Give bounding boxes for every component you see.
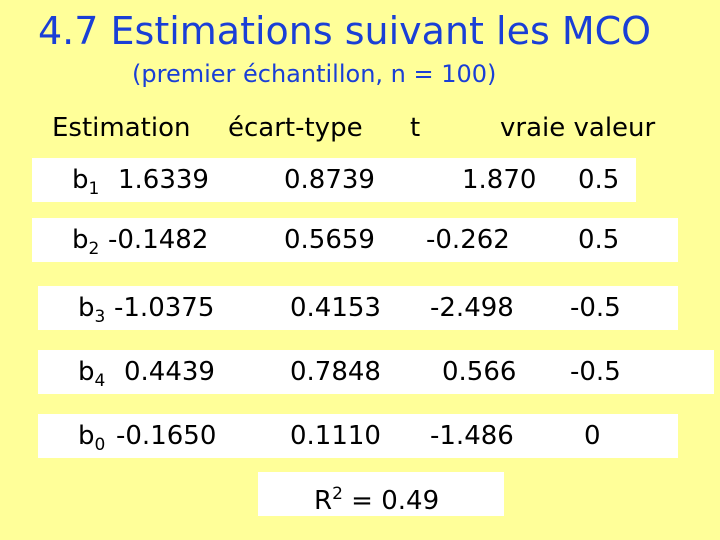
t-value: -1.486 [430,421,514,451]
coef-label: b1 [72,165,100,199]
r-squared-box: R2 = 0.49 [258,472,504,516]
t-value: 0.566 [442,357,517,387]
estimate-value: -0.1650 [116,421,217,451]
header-estimation: Estimation [52,113,191,143]
true-value: 0.5 [578,165,620,195]
r-squared-value: R2 = 0.49 [314,484,440,516]
slide-title: 4.7 Estimations suivant les MCO [38,9,652,53]
true-value: -0.5 [570,357,621,387]
coef-label: b3 [78,293,106,327]
std-error-value: 0.5659 [284,225,375,255]
true-value: -0.5 [570,293,621,323]
estimate-value: -1.0375 [114,293,215,323]
true-value: 0.5 [578,225,620,255]
table-row: b2 -0.1482 0.5659 -0.262 0.5 [32,218,678,262]
coef-label: b0 [78,421,106,455]
t-value: 1.870 [462,165,537,195]
t-value: -0.262 [426,225,510,255]
std-error-value: 0.7848 [290,357,381,387]
std-error-value: 0.1110 [290,421,381,451]
header-true-value: vraie valeur [500,113,656,143]
coef-label: b4 [78,357,106,391]
table-row: b0 -0.1650 0.1110 -1.486 0 [38,414,678,458]
table-row: b3 -1.0375 0.4153 -2.498 -0.5 [38,286,678,330]
header-std-error: écart-type [228,113,363,143]
table-row: b4 0.4439 0.7848 0.566 -0.5 [38,350,714,394]
std-error-value: 0.4153 [290,293,381,323]
estimate-value: -0.1482 [108,225,209,255]
t-value: -2.498 [430,293,514,323]
estimate-value: 1.6339 [118,165,209,195]
header-t: t [410,113,421,143]
estimate-value: 0.4439 [124,357,215,387]
table-row: b1 1.6339 0.8739 1.870 0.5 [32,158,636,202]
coef-label: b2 [72,225,100,259]
true-value: 0 [584,421,601,451]
std-error-value: 0.8739 [284,165,375,195]
slide-subtitle: (premier échantillon, n = 100) [132,60,497,88]
